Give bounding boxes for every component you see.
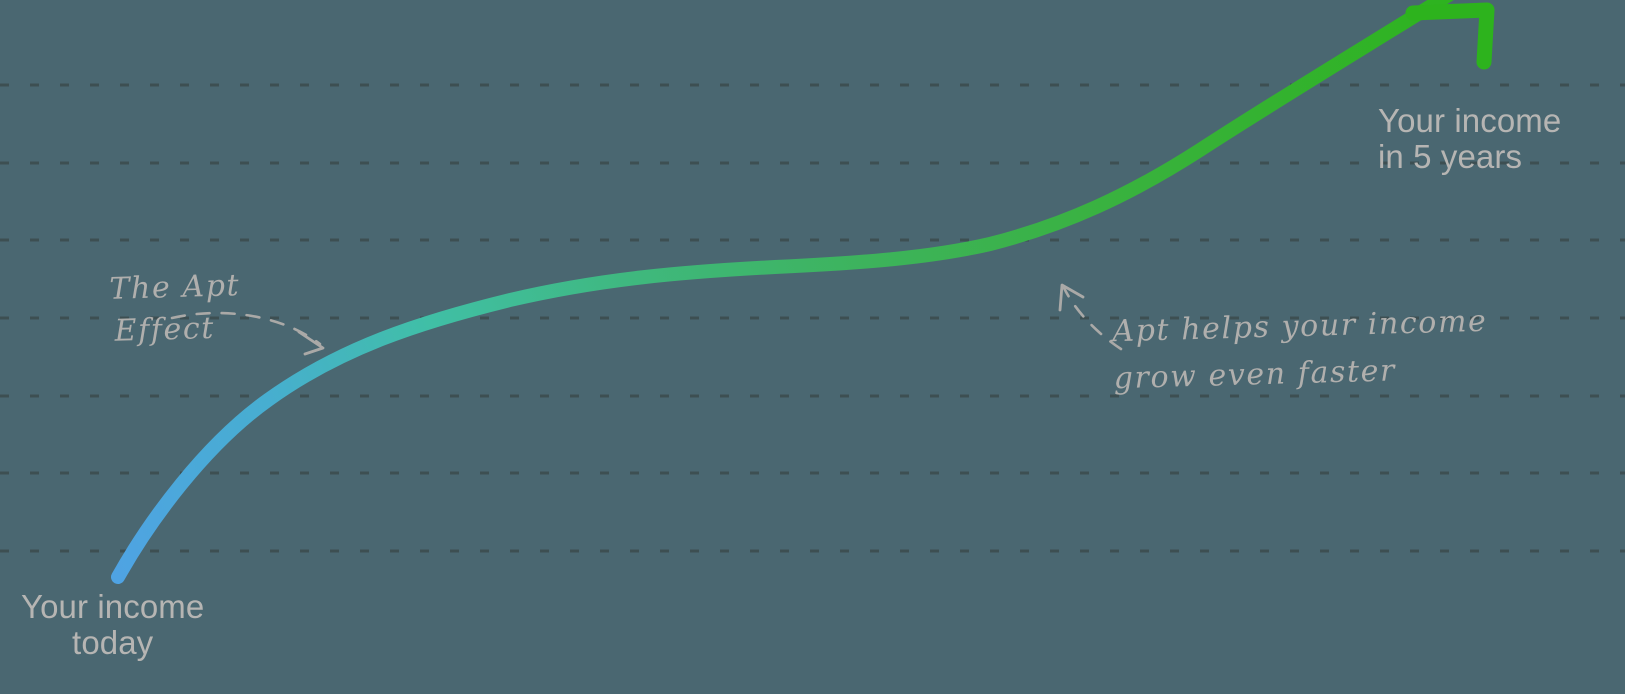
annotation-apt-effect-line1: The Apt — [108, 268, 241, 307]
annotation-grow-faster-line1: Apt helps your income — [1111, 303, 1488, 350]
grow-faster-arrow-icon — [1058, 283, 1123, 351]
growth-curve-path — [111, 0, 1454, 584]
annotation-grow-faster: Apt helps your income grow even faster — [1112, 298, 1490, 402]
label-income-today-line2: today — [72, 624, 154, 661]
label-income-future-line1: Your income — [1378, 102, 1562, 139]
label-income-today: Your income today — [21, 589, 204, 661]
label-income-future: Your income in 5 years — [1378, 103, 1561, 175]
arrowhead-icon — [1405, 2, 1495, 70]
label-income-today-line1: Your income — [21, 588, 205, 625]
annotation-apt-effect: The Apt Effect — [109, 265, 242, 353]
apt-effect-arrow-icon — [170, 311, 325, 356]
annotation-apt-effect-line2: Effect — [114, 310, 216, 349]
label-income-future-line2: in 5 years — [1378, 138, 1523, 175]
